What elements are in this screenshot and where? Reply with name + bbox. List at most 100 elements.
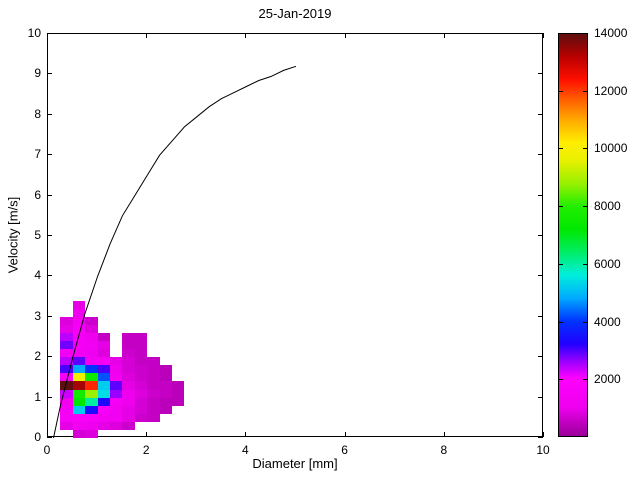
heatmap-cell	[60, 405, 73, 414]
heatmap-cell	[159, 389, 172, 398]
y-axis-label: Velocity [m/s]	[5, 196, 21, 274]
x-tick-label: 8	[440, 443, 448, 457]
y-tick-mark-right	[538, 73, 543, 75]
heatmap-cell	[97, 357, 110, 366]
heatmap-cell	[60, 421, 73, 430]
heatmap-cell	[85, 365, 98, 374]
heatmap-cell	[60, 341, 73, 350]
heatmap-cell	[97, 389, 110, 398]
heatmap-cell	[134, 341, 148, 350]
heatmap-cell	[134, 332, 148, 342]
heatmap-cell	[72, 389, 86, 398]
y-tick-label: 1	[34, 389, 41, 404]
y-tick-mark-right	[538, 113, 543, 115]
heatmap-cell	[85, 397, 98, 406]
x-tick-label: 6	[341, 443, 348, 457]
heatmap-cell	[97, 332, 110, 342]
heatmap-cell	[159, 381, 172, 390]
heatmap-cell	[134, 389, 148, 398]
heatmap-layer	[48, 34, 542, 438]
heatmap-cell	[85, 341, 98, 350]
heatmap-cell	[147, 405, 160, 414]
heatmap-cell	[110, 389, 123, 398]
y-tick-mark	[47, 113, 52, 115]
y-tick-mark-right	[538, 315, 543, 317]
heatmap-cell	[110, 365, 123, 374]
y-tick-mark	[47, 194, 52, 196]
x-tick-label: 2	[142, 443, 150, 457]
heatmap-cell	[134, 373, 148, 382]
heatmap-cell	[60, 316, 73, 325]
heatmap-cell	[60, 365, 73, 374]
colorbar-tick-label: 2000	[594, 372, 621, 387]
heatmap-cell	[172, 389, 185, 398]
y-tick-mark-right	[538, 396, 543, 398]
colorbar-tick-left	[558, 90, 563, 92]
heatmap-cell	[122, 341, 135, 350]
heatmap-cell	[85, 332, 98, 342]
heatmap-cell	[72, 357, 86, 366]
heatmap-cell	[97, 365, 110, 374]
heatmap-cell	[110, 413, 123, 422]
x-tick-label: 4	[242, 443, 249, 457]
heatmap-cell	[134, 413, 148, 422]
heatmap-cell	[72, 308, 86, 317]
heatmap-cell	[60, 332, 73, 342]
x-tick-label: 10	[536, 443, 550, 457]
x-tick-mark	[344, 432, 346, 437]
x-tick-mark	[47, 432, 48, 437]
heatmap-cell	[159, 365, 172, 374]
x-tick-mark	[245, 432, 247, 437]
heatmap-cell	[72, 324, 86, 333]
y-tick-label: 7	[34, 147, 41, 162]
heatmap-cell	[134, 357, 148, 366]
heatmap-cell	[122, 413, 135, 422]
heatmap-cell	[147, 389, 160, 398]
heatmap-cell	[97, 421, 110, 430]
heatmap-cell	[72, 413, 86, 422]
heatmap-cell	[97, 397, 110, 406]
colorbar-tick-right	[583, 148, 588, 150]
x-tick-mark-top	[344, 33, 346, 38]
heatmap-cell	[85, 405, 98, 414]
heatmap-cell	[72, 373, 86, 382]
y-tick-mark	[47, 33, 52, 34]
heatmap-cell	[110, 405, 123, 414]
colorbar-tick-right	[583, 90, 588, 92]
heatmap-cell	[85, 373, 98, 382]
heatmap-cell	[72, 405, 86, 414]
y-tick-mark-right	[538, 437, 543, 438]
colorbar-tick-label: 12000	[594, 83, 628, 98]
heatmap-cell	[122, 405, 135, 414]
heatmap-cell	[72, 397, 86, 406]
colorbar-tick-right	[583, 321, 588, 323]
heatmap-cell	[134, 381, 148, 390]
heatmap-cell	[85, 421, 98, 430]
colorbar-tick-left	[558, 206, 563, 208]
heatmap-cell	[110, 381, 123, 390]
heatmap-cell	[122, 381, 135, 390]
colorbar-tick-left	[558, 321, 563, 323]
heatmap-cell	[147, 373, 160, 382]
colorbar-tick-right	[583, 263, 588, 265]
colorbar-tick-label: 8000	[594, 199, 621, 214]
heatmap-cell	[159, 405, 172, 414]
x-tick-label: 0	[43, 443, 51, 457]
heatmap-cell	[85, 324, 98, 333]
y-tick-mark	[47, 154, 52, 156]
heatmap-cell	[97, 413, 110, 422]
heatmap-cell	[60, 349, 73, 358]
heatmap-cell	[72, 365, 86, 374]
y-tick-mark-right	[538, 154, 543, 156]
heatmap-cell	[159, 373, 172, 382]
y-tick-label: 8	[34, 106, 41, 121]
heatmap-cell	[60, 413, 73, 422]
y-tick-mark-right	[538, 275, 543, 277]
terminal-velocity-curve	[53, 65, 297, 438]
colorbar-tick-right	[583, 206, 588, 208]
colorbar-tick-label: 6000	[594, 256, 621, 271]
heatmap-cell	[60, 397, 73, 406]
heatmap-cell	[85, 357, 98, 366]
y-tick-label: 10	[27, 26, 41, 40]
chart-title: 25-Jan-2019	[258, 6, 332, 21]
